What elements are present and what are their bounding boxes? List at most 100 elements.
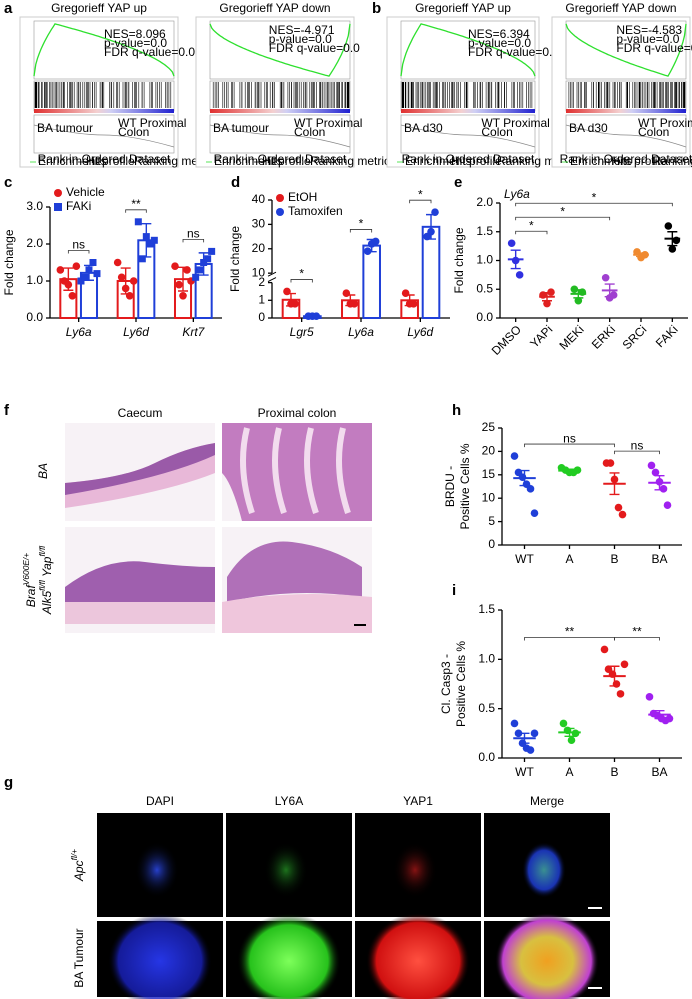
label-part: Apc [72,860,86,882]
y-axis-label: BRDU - [443,466,457,507]
gsea-legend: Enrichment profile [405,154,502,168]
label-part: Braf [24,584,38,608]
data-point [510,452,519,460]
enrichment-frame [400,20,536,80]
data-point [72,262,81,271]
data-point [291,300,299,308]
significance-label: * [529,218,534,232]
y-tick-label: 15 [482,467,496,481]
data-point [620,660,629,669]
rank-gradient [210,109,350,113]
gsea-right-label: WT Proximal [481,116,549,130]
data-point [134,218,142,226]
enrichment-curve [209,23,351,77]
data-point [427,227,435,236]
y-tick-label: 1.5 [478,602,495,616]
hits [34,82,172,108]
x-tick-label: BA [651,765,667,779]
organoid [264,842,308,898]
ranking-metric [209,124,351,148]
significance-bracket [182,239,205,243]
data-point [543,299,551,308]
enrichment-frame [33,20,175,80]
gsea-right-label: WT Proximal [118,116,186,130]
column-header: Caecum [118,406,163,420]
data-point [85,266,93,274]
y-tick-label: 1.0 [26,273,43,287]
column-header: DAPI [146,794,174,808]
significance-bracket [67,250,90,254]
y-axis-label: Cl. Casp3 - [439,654,453,714]
data-point [200,259,208,266]
data-point [616,690,625,698]
panel-label: i [452,582,456,599]
panel-label: a [4,0,13,17]
legend-marker [54,189,62,197]
data-point [510,719,519,728]
gsea-stat: p-value=0.0 [468,36,531,50]
significance-label: * [299,267,304,281]
panel-label: d [231,174,240,191]
tissue [222,423,372,521]
ranking-metric [33,124,175,148]
label-part: Yap [40,556,54,580]
significance-label: * [418,187,423,201]
data-point [431,208,439,216]
data-point [530,509,539,517]
bar [421,225,441,319]
gsea-stat: NES=-4.583 [616,23,682,37]
error-bar [573,289,584,299]
legend-marker [54,203,62,211]
data-point [129,277,138,285]
gsea-right-label: Colon [294,125,325,139]
column-header: Merge [530,794,564,808]
y-tick-label: 5 [488,514,495,528]
x-tick-label: B [610,552,618,566]
rank-gradient [566,109,686,113]
legend-label: FAKi [66,199,91,213]
data-point [142,233,150,241]
tissue [222,593,372,633]
y-tick-label: 0.0 [478,750,495,764]
gsea-stat: NES=8.096 [104,27,166,41]
y-tick-label: 40 [252,192,266,206]
legend-label: Vehicle [66,185,105,199]
data-point [175,280,183,289]
significance-label: * [359,217,364,231]
gsea-right-label: Colon [118,125,149,139]
data-point [664,222,673,230]
label-part: BA [36,463,50,479]
label-part: fl/fl [37,579,47,591]
x-tick-label: A [565,552,573,566]
y-tick-label: 20 [482,444,496,458]
gsea-x-label: Rank in Ordered Dataset [214,152,347,166]
error-bar [654,475,665,491]
tissue [65,443,215,495]
data-point [606,459,615,467]
y-tick-label: 2.0 [476,195,493,209]
tissue [65,561,215,602]
data-point [183,266,191,274]
gsea-title: Gregorieff YAP down [565,1,676,15]
y-axis-label: Fold change [452,227,466,293]
error-bar [654,709,665,720]
crypt [304,427,319,514]
gsea-legend: Hits [451,154,472,168]
gsea-stat: p-value=0.0 [616,32,679,46]
panel-label: f [4,402,10,419]
error-bar [667,231,678,247]
data-point [138,255,146,263]
legend-label: Tamoxifen [288,204,343,218]
data-point [113,258,122,267]
gsea-x-label: Rank in Ordered Dataset [38,152,171,166]
data-point [574,296,583,305]
gsea-left-label: BA tumour [213,121,269,135]
significance-bracket [515,216,611,221]
y-tick-label: 25 [482,420,496,434]
x-tick-label: MEKi [557,322,587,352]
column-header: YAP1 [403,794,433,808]
x-tick-label: Ly6d [407,325,433,339]
organoid [366,913,470,999]
crypt [336,427,351,514]
